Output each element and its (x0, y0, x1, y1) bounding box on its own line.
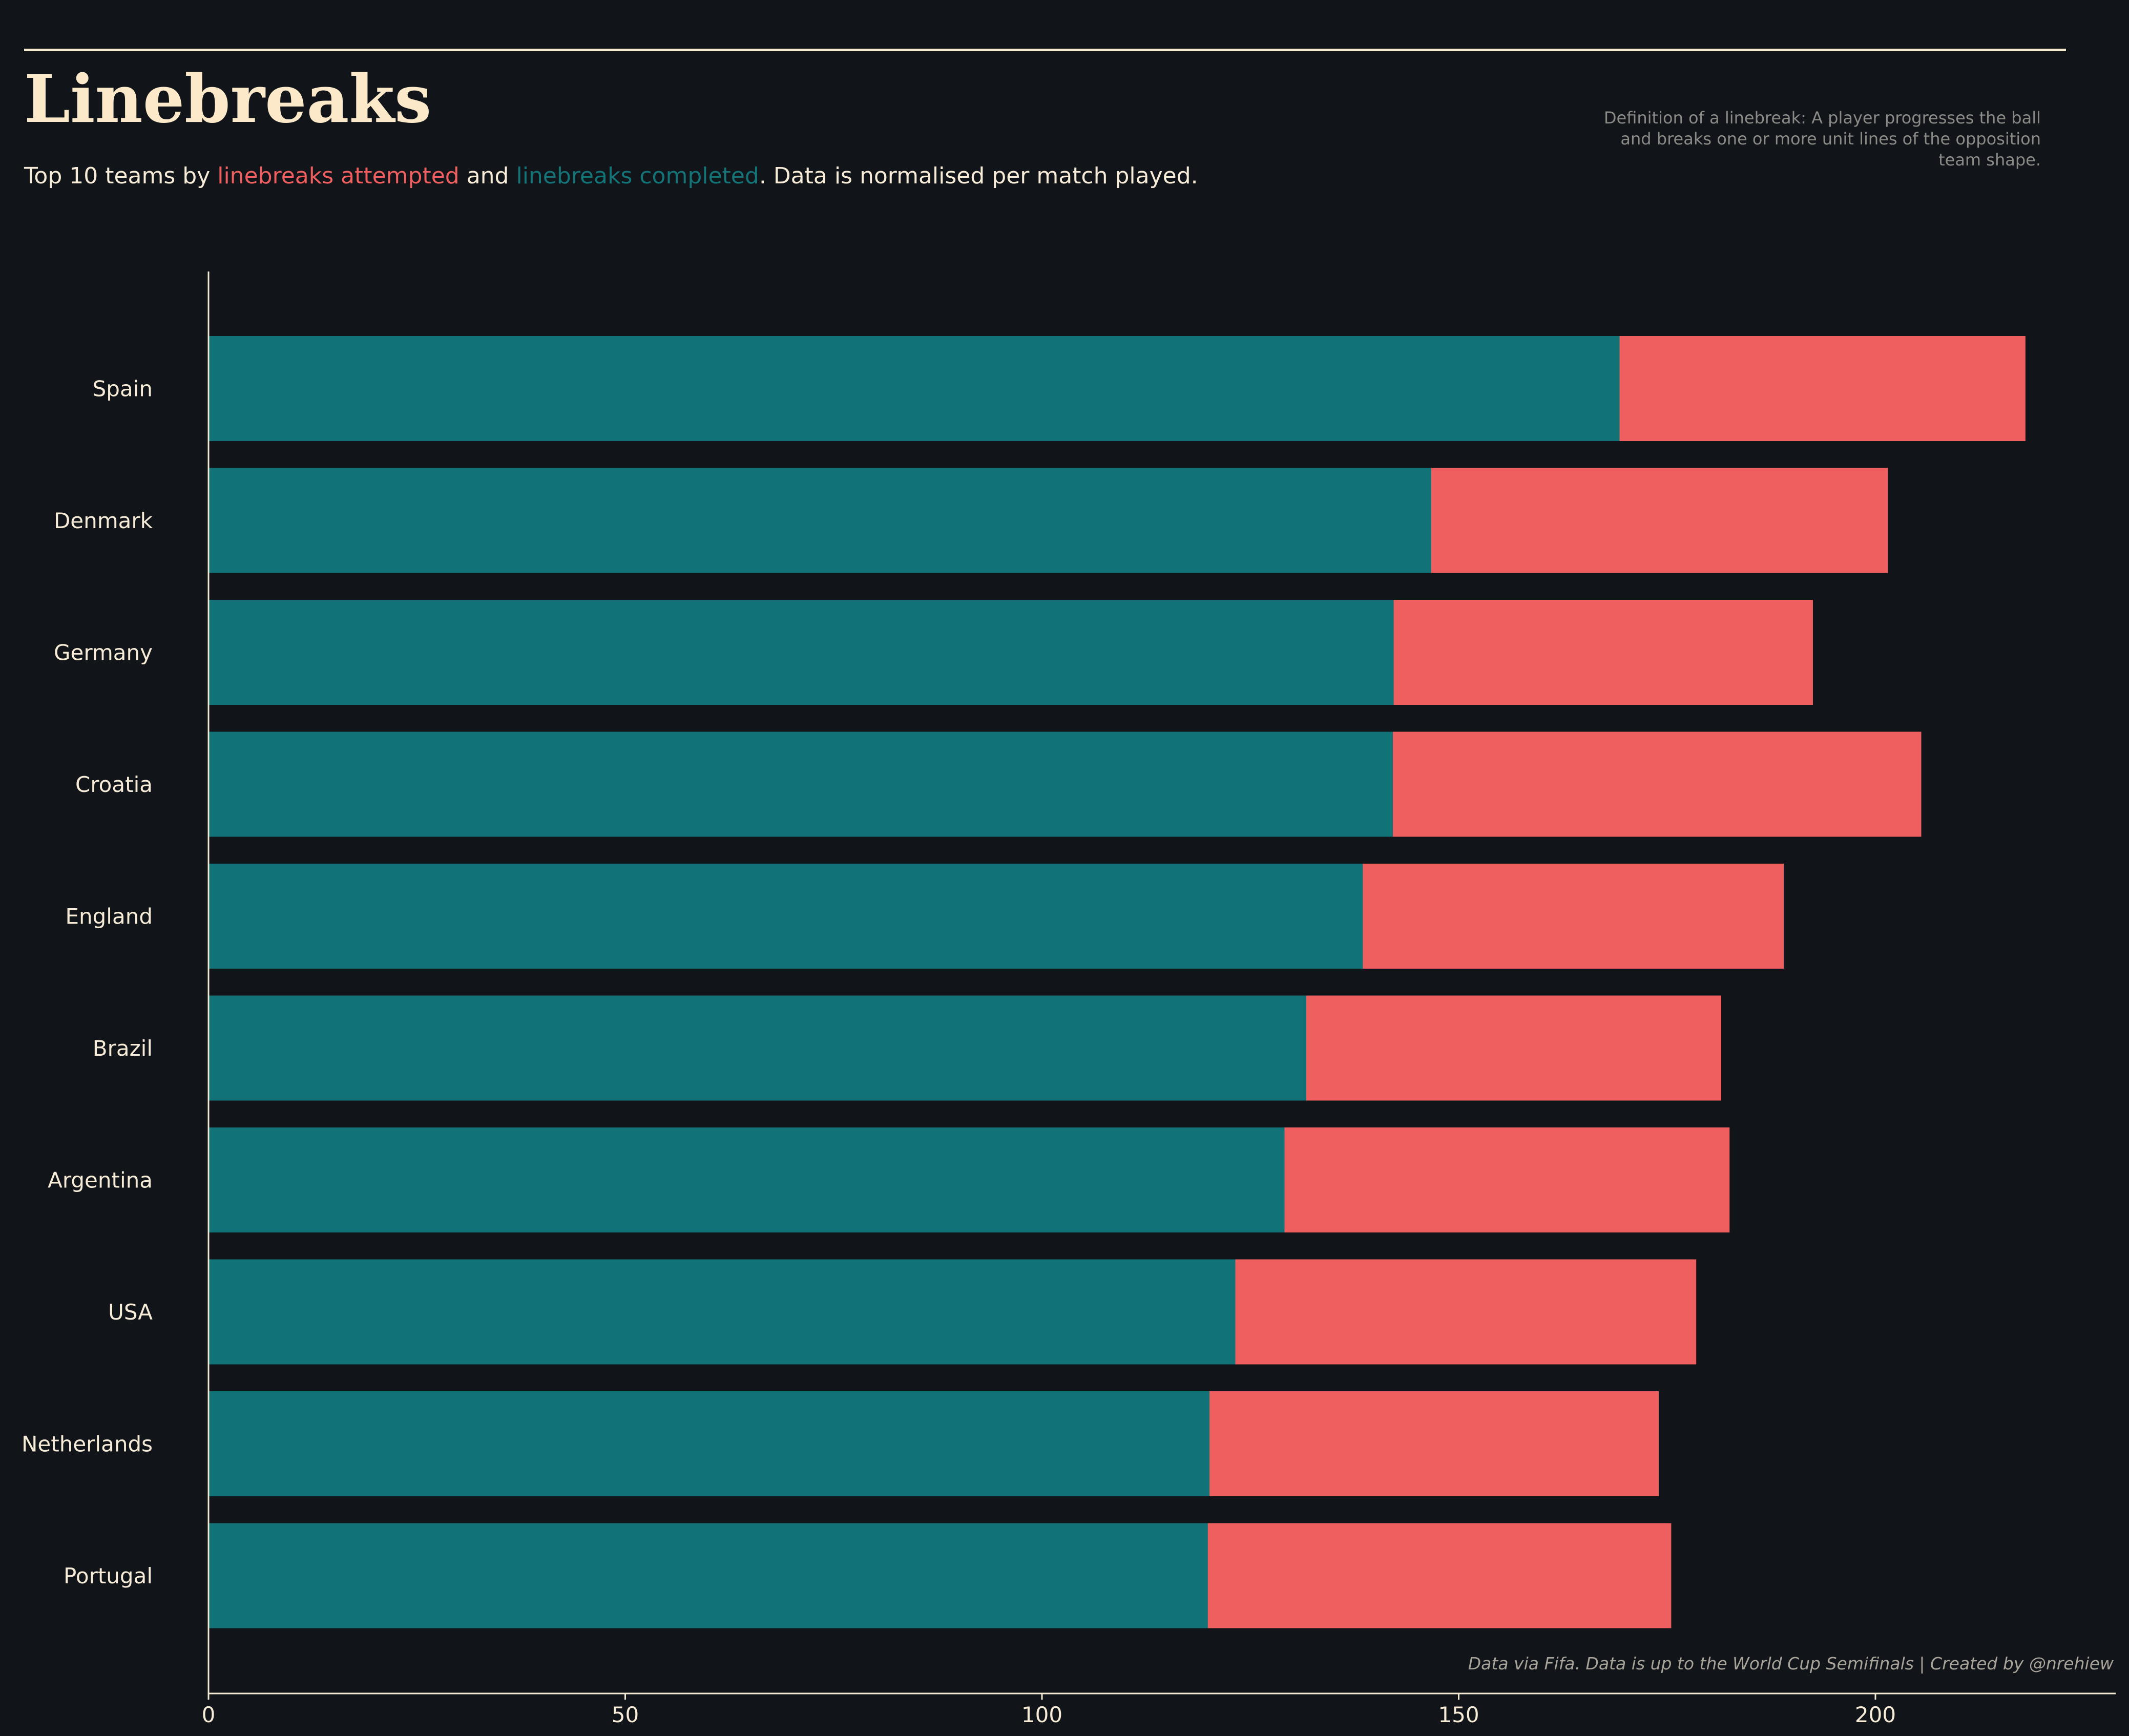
bar-completed-argentina (208, 1127, 1285, 1232)
bar-completed-croatia (208, 731, 1393, 837)
x-tick-label-200: 200 (1855, 1702, 1896, 1727)
x-tick-label-0: 0 (202, 1702, 216, 1727)
x-tick-label-100: 100 (1021, 1702, 1062, 1727)
subtitle-suffix: . Data is normalised per match played. (759, 163, 1198, 189)
category-label-brazil: Brazil (93, 1036, 153, 1061)
source-credit: Data via Fifa. Data is up to the World C… (1468, 1654, 2114, 1674)
bar-completed-denmark (208, 468, 1431, 573)
bar-completed-england (208, 864, 1363, 969)
category-label-usa: USA (108, 1300, 153, 1325)
category-label-denmark: Denmark (54, 508, 153, 533)
linebreak-definition: Definition of a linebreak: A player prog… (1603, 108, 2041, 170)
bar-completed-portugal (208, 1523, 1208, 1628)
category-label-spain: Spain (93, 377, 153, 402)
top-rule (24, 49, 2066, 51)
bar-completed-usa (208, 1259, 1236, 1365)
subtitle-attempted-key: linebreaks attempted (217, 163, 460, 189)
chart-title: Linebreaks (24, 61, 432, 138)
bar-completed-germany (208, 600, 1394, 705)
subtitle-prefix: Top 10 teams by (24, 163, 218, 189)
x-tick-label-50: 50 (612, 1702, 639, 1727)
x-tick-label-150: 150 (1438, 1702, 1479, 1727)
category-label-england: England (65, 904, 153, 929)
bar-completed-spain (208, 336, 1620, 441)
category-label-argentina: Argentina (48, 1168, 153, 1193)
subtitle-middle: and (459, 163, 516, 189)
subtitle-completed-key: linebreaks completed (516, 163, 759, 189)
chart-subtitle: Top 10 teams by linebreaks attempted and… (24, 163, 1198, 190)
category-label-croatia: Croatia (75, 772, 153, 797)
category-label-netherlands: Netherlands (22, 1432, 153, 1457)
bar-completed-netherlands (208, 1391, 1210, 1496)
category-label-germany: Germany (54, 640, 153, 665)
category-label-portugal: Portugal (64, 1563, 153, 1588)
bar-completed-brazil (208, 995, 1306, 1101)
